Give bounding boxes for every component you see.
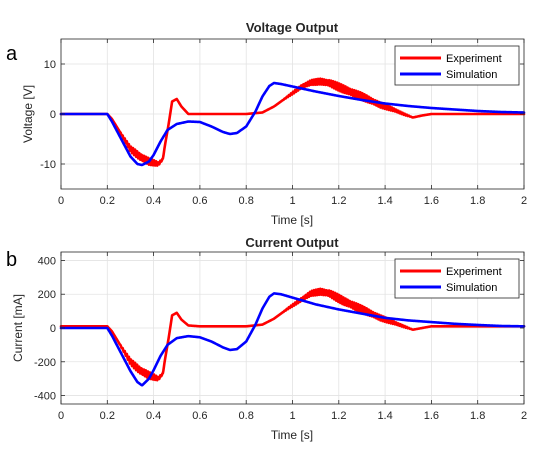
voltage-y-tick-label: -10 xyxy=(40,159,56,171)
voltage-series-simulation xyxy=(59,81,526,167)
current-chart: b Current Output 0 0.2 0.4 0.6 0.8 1 1.2 1.4 1.6… xyxy=(6,235,527,442)
current-x-tick-label: 0.8 xyxy=(239,410,254,422)
current-y-tick-label: 0 xyxy=(50,323,56,335)
current-legend-box xyxy=(394,258,520,299)
current-y-tick-label: 200 xyxy=(38,289,56,301)
current-series-simulation xyxy=(59,292,526,387)
voltage-x-tick-label: 1.4 xyxy=(377,195,392,207)
voltage-chart-title: Voltage Output xyxy=(246,20,339,35)
current-lines xyxy=(59,287,526,387)
voltage-y-axis-label: Voltage [V] xyxy=(21,85,35,143)
current-x-axis-label: Time [s] xyxy=(271,428,313,442)
current-x-tick-label: 1.8 xyxy=(470,410,485,422)
current-x-tick-label: 0.2 xyxy=(100,410,115,422)
voltage-x-tick-label: 2 xyxy=(521,195,527,207)
voltage-legend-experiment-label: Experiment xyxy=(446,53,502,65)
voltage-y-tick-label: 10 xyxy=(44,59,56,71)
voltage-ticks: 0 0.2 0.4 0.6 0.8 1 1.2 1.4 1.6 1.8 2 -10 0 10 xyxy=(40,39,527,207)
voltage-legend: Experiment Simulation xyxy=(394,45,520,86)
current-y-tick-label: -200 xyxy=(34,357,56,369)
voltage-series-experiment xyxy=(59,77,526,167)
current-series-experiment xyxy=(59,287,526,382)
current-y-axis-label: Current [mA] xyxy=(11,294,25,362)
voltage-x-axis-label: Time [s] xyxy=(271,213,313,227)
current-x-tick-label: 0.6 xyxy=(192,410,207,422)
current-y-tick-label: 400 xyxy=(38,255,56,267)
current-legend-simulation-label: Simulation xyxy=(446,282,497,294)
voltage-x-tick-label: 1.8 xyxy=(470,195,485,207)
voltage-legend-box xyxy=(394,45,520,86)
panel-a-label: a xyxy=(6,43,18,65)
current-x-tick-label: 0 xyxy=(58,410,64,422)
current-chart-title: Current Output xyxy=(245,235,339,250)
panel-b-label: b xyxy=(6,249,17,271)
current-x-tick-label: 1 xyxy=(289,410,295,422)
voltage-x-tick-label: 0.2 xyxy=(100,195,115,207)
voltage-x-tick-label: 1 xyxy=(289,195,295,207)
current-x-tick-label: 2 xyxy=(521,410,527,422)
current-legend: Experiment Simulation xyxy=(394,258,520,299)
voltage-lines xyxy=(59,77,526,167)
current-x-tick-label: 1.6 xyxy=(424,410,439,422)
voltage-y-tick-label: 0 xyxy=(50,109,56,121)
voltage-x-tick-label: 1.6 xyxy=(424,195,439,207)
voltage-x-tick-label: 1.2 xyxy=(331,195,346,207)
current-x-tick-label: 1.4 xyxy=(377,410,392,422)
voltage-legend-simulation-label: Simulation xyxy=(446,69,497,81)
voltage-x-tick-label: 0.6 xyxy=(192,195,207,207)
voltage-x-tick-label: 0.8 xyxy=(239,195,254,207)
current-legend-experiment-label: Experiment xyxy=(446,266,502,278)
current-ticks: 0 0.2 0.4 0.6 0.8 1 1.2 1.4 1.6 1.8 2 -400 -200 0 200 4… xyxy=(34,252,527,422)
current-y-tick-label: -400 xyxy=(34,391,56,403)
voltage-x-tick-label: 0 xyxy=(58,195,64,207)
voltage-x-tick-label: 0.4 xyxy=(146,195,161,207)
current-x-tick-label: 0.4 xyxy=(146,410,161,422)
voltage-chart: a Voltage Output 0 0.2 0.4 0.6 0.8 1 1.2 1.4 1.6… xyxy=(6,20,527,227)
current-x-tick-label: 1.2 xyxy=(331,410,346,422)
